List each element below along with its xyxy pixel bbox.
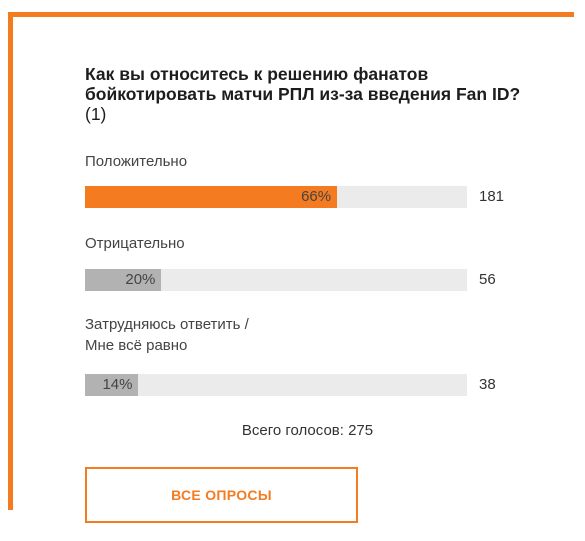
all-polls-button[interactable]: ВСЕ ОПРОСЫ <box>85 467 358 523</box>
option-percent-positive: 66% <box>301 188 332 205</box>
option-bar-negative[interactable]: 20% <box>85 269 467 291</box>
total-votes: Всего голосов: 275 <box>241 422 374 439</box>
option-bar-fill-positive: 66% <box>85 186 338 208</box>
option-percent-negative: 20% <box>125 271 156 288</box>
poll-question-count: (1) <box>85 104 107 124</box>
poll-question-text: Как вы относитесь к решению фанатов бойк… <box>85 64 521 104</box>
option-votes-positive: 181 <box>479 188 505 205</box>
poll-widget: Как вы относитесь к решению фанатов бойк… <box>8 12 574 523</box>
option-bar-fill-negative: 20% <box>85 269 162 291</box>
option-bar-positive[interactable]: 66% <box>85 186 467 208</box>
option-label-positive: Положительно <box>85 153 188 170</box>
poll-question: Как вы относитесь к решению фанатов бойк… <box>85 64 525 124</box>
option-percent-undecided: 14% <box>102 376 133 393</box>
option-bar-undecided[interactable]: 14% <box>85 374 467 396</box>
option-label-undecided: Затрудняюсь ответить / Мне всё равно <box>85 316 249 354</box>
option-votes-undecided: 38 <box>479 376 496 393</box>
option-label-negative: Отрицательно <box>85 235 185 252</box>
option-votes-negative: 56 <box>479 271 496 288</box>
option-bar-fill-undecided: 14% <box>85 374 139 396</box>
